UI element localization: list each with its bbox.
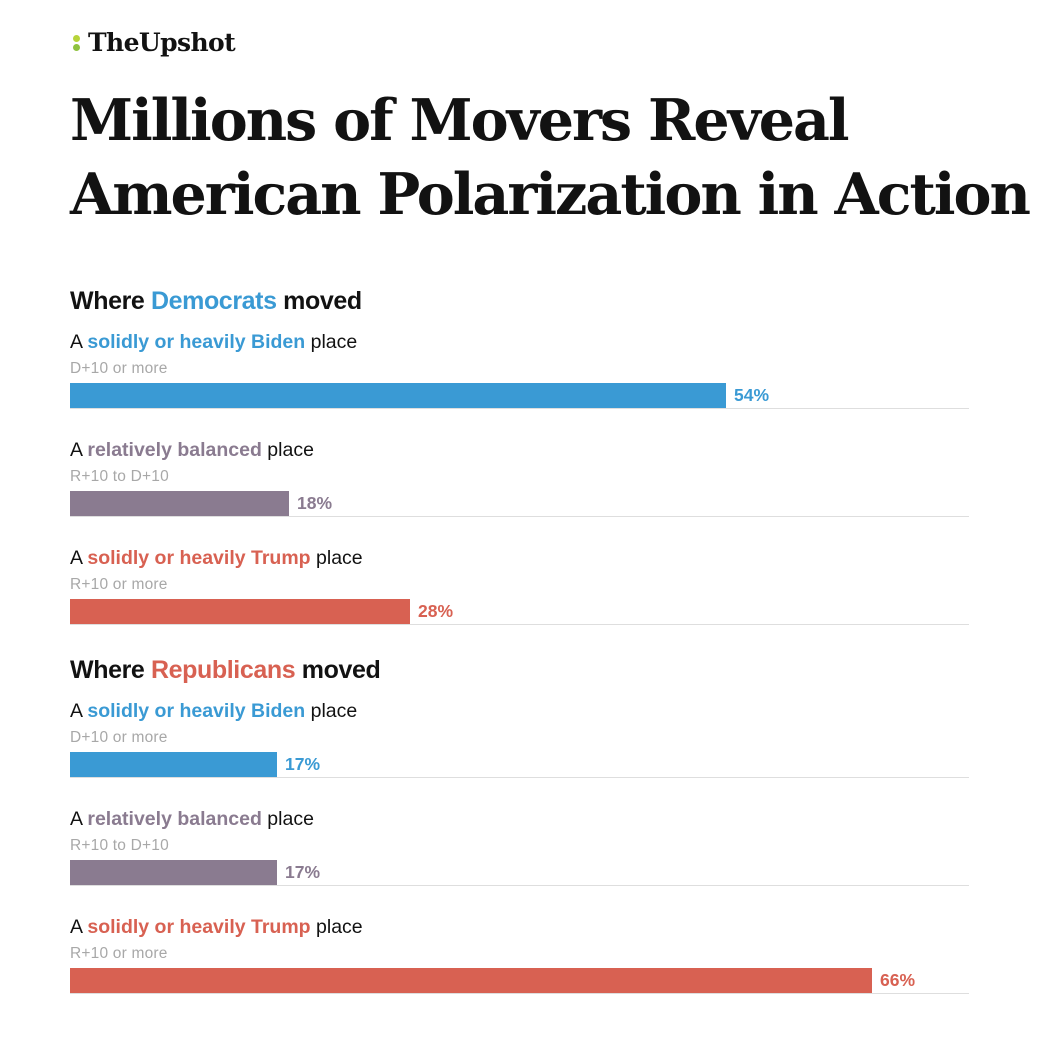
row-range: R+10 or more bbox=[70, 576, 168, 593]
row-range: R+10 or more bbox=[70, 945, 168, 962]
group-title: Where Democrats moved bbox=[70, 287, 362, 315]
page-title: Millions of Movers Reveal American Polar… bbox=[70, 87, 1031, 228]
row-label: A solidly or heavily Trump place bbox=[70, 547, 363, 569]
row-range: D+10 or more bbox=[70, 729, 168, 746]
bar-baseline bbox=[70, 516, 969, 517]
bar bbox=[70, 491, 289, 516]
group-title: Where Republicans moved bbox=[70, 656, 381, 684]
row-label-highlight: solidly or heavily Biden bbox=[87, 700, 306, 722]
row-label: A relatively balanced place bbox=[70, 439, 314, 461]
row-label-highlight: solidly or heavily Biden bbox=[87, 331, 306, 353]
row-label-highlight: relatively balanced bbox=[87, 439, 262, 461]
value-label: 54% bbox=[734, 385, 770, 405]
row-label-highlight: relatively balanced bbox=[87, 808, 262, 830]
row-label: A solidly or heavily Biden place bbox=[70, 331, 358, 353]
bar bbox=[70, 599, 410, 624]
value-label: 66% bbox=[880, 970, 916, 990]
bar bbox=[70, 383, 726, 408]
row-range: R+10 to D+10 bbox=[70, 468, 169, 485]
group-title-highlight: Democrats bbox=[150, 287, 277, 315]
bar-baseline bbox=[70, 993, 969, 994]
upshot-dot-bottom bbox=[73, 43, 80, 51]
upshot-dot-top bbox=[73, 34, 80, 42]
bar bbox=[70, 860, 277, 885]
row-label-highlight: solidly or heavily Trump bbox=[87, 916, 311, 938]
row-range: R+10 to D+10 bbox=[70, 837, 169, 854]
bar bbox=[70, 752, 277, 777]
bar-baseline bbox=[70, 624, 969, 625]
group-title-highlight: Republicans bbox=[150, 656, 296, 684]
value-label: 28% bbox=[418, 601, 454, 621]
bar-baseline bbox=[70, 777, 969, 778]
row-label-highlight: solidly or heavily Trump bbox=[87, 547, 311, 569]
row-label: A relatively balanced place bbox=[70, 808, 314, 830]
bar bbox=[70, 968, 872, 993]
row-label: A solidly or heavily Trump place bbox=[70, 916, 363, 938]
value-label: 18% bbox=[297, 493, 333, 513]
value-label: 17% bbox=[285, 862, 321, 882]
row-label: A solidly or heavily Biden place bbox=[70, 700, 358, 722]
brand-name: TheUpshot bbox=[88, 28, 236, 57]
brand-logo[interactable]: TheUpshot bbox=[72, 28, 236, 57]
row-range: D+10 or more bbox=[70, 360, 168, 377]
bar-baseline bbox=[70, 885, 969, 886]
upshot-dots-icon bbox=[72, 30, 82, 56]
bar-baseline bbox=[70, 408, 969, 409]
value-label: 17% bbox=[285, 754, 321, 774]
